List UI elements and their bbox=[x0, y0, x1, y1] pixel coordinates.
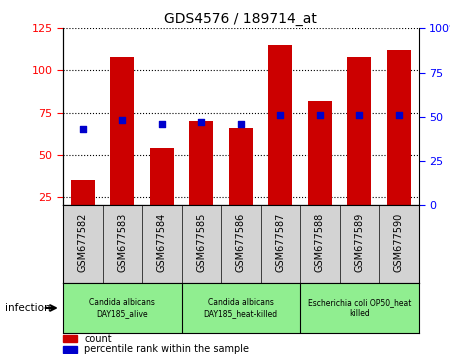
Text: Escherichia coli OP50_heat
killed: Escherichia coli OP50_heat killed bbox=[307, 298, 411, 318]
Point bbox=[277, 112, 284, 118]
Bar bbox=[347, 57, 371, 205]
Bar bbox=[308, 101, 332, 205]
Text: GSM677589: GSM677589 bbox=[354, 213, 364, 272]
Point bbox=[356, 112, 363, 118]
Point bbox=[395, 112, 402, 118]
Text: GSM677582: GSM677582 bbox=[78, 213, 88, 273]
Bar bbox=[150, 148, 174, 205]
Text: count: count bbox=[84, 334, 112, 344]
Bar bbox=[63, 335, 77, 342]
Bar bbox=[268, 45, 292, 205]
Title: GDS4576 / 189714_at: GDS4576 / 189714_at bbox=[164, 12, 317, 26]
Text: GSM677586: GSM677586 bbox=[236, 213, 246, 272]
Bar bbox=[189, 121, 213, 205]
Text: Candida albicans
DAY185_heat-killed: Candida albicans DAY185_heat-killed bbox=[204, 298, 278, 318]
Point bbox=[119, 118, 126, 123]
Point bbox=[237, 121, 244, 127]
Point bbox=[198, 119, 205, 125]
Text: GSM677590: GSM677590 bbox=[394, 213, 404, 272]
Bar bbox=[71, 180, 94, 205]
Text: GSM677584: GSM677584 bbox=[157, 213, 167, 272]
Text: GSM677585: GSM677585 bbox=[196, 213, 206, 273]
Bar bbox=[110, 57, 134, 205]
Bar bbox=[387, 50, 410, 205]
Text: GSM677588: GSM677588 bbox=[315, 213, 325, 272]
Text: infection: infection bbox=[4, 303, 50, 313]
Bar bbox=[229, 128, 252, 205]
Text: GSM677583: GSM677583 bbox=[117, 213, 127, 272]
Point bbox=[316, 112, 324, 118]
Text: GSM677587: GSM677587 bbox=[275, 213, 285, 273]
Text: percentile rank within the sample: percentile rank within the sample bbox=[84, 344, 249, 354]
Point bbox=[79, 126, 86, 132]
Point bbox=[158, 121, 165, 127]
Text: Candida albicans
DAY185_alive: Candida albicans DAY185_alive bbox=[89, 298, 155, 318]
Bar bbox=[63, 346, 77, 353]
